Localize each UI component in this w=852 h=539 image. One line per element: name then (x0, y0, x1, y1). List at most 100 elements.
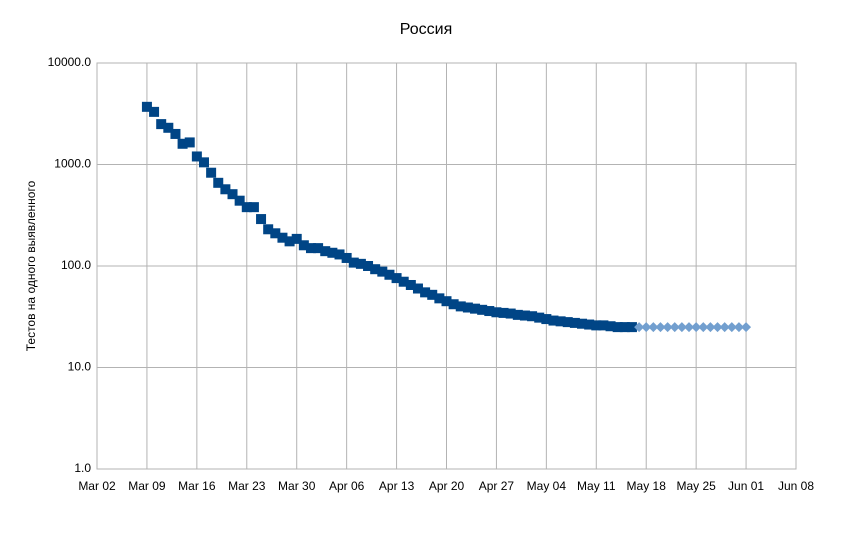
square-marker (527, 311, 538, 322)
square-marker (555, 316, 566, 327)
plot-frame (96, 62, 797, 470)
y-tick-label: 100.0 (61, 258, 91, 272)
y-tick-label: 1000.0 (54, 157, 91, 171)
square-marker (384, 269, 395, 280)
square-marker (327, 247, 338, 258)
square-marker (377, 266, 388, 277)
diamond-marker (705, 322, 716, 333)
square-marker (213, 177, 224, 188)
square-marker (227, 189, 238, 200)
x-tick-label: Mar 02 (78, 479, 116, 493)
square-marker (605, 321, 616, 332)
diamond-marker (634, 322, 645, 333)
square-marker (234, 195, 245, 206)
square-marker (341, 252, 352, 263)
square-marker (612, 322, 623, 333)
diamond-marker (719, 322, 730, 333)
square-marker (534, 312, 545, 323)
square-marker (220, 184, 231, 195)
square-marker (434, 293, 445, 304)
diamond-marker (676, 322, 687, 333)
diamond-marker (669, 322, 680, 333)
square-marker (405, 279, 416, 290)
square-marker (298, 240, 309, 251)
square-marker (241, 202, 252, 213)
square-marker (206, 167, 217, 178)
square-marker (334, 249, 345, 260)
square-marker (548, 315, 559, 326)
square-marker (177, 138, 188, 149)
diamond-marker (698, 322, 709, 333)
square-marker (141, 101, 152, 112)
diamond-marker (684, 322, 695, 333)
square-marker (448, 299, 459, 310)
x-tick-label: Apr 20 (429, 479, 465, 493)
square-marker (256, 214, 267, 225)
square-marker (619, 322, 630, 333)
square-marker (420, 287, 431, 298)
square-marker (156, 119, 167, 130)
square-marker (184, 137, 195, 148)
square-marker (519, 310, 530, 321)
square-marker (412, 283, 423, 294)
diamond-marker (733, 322, 744, 333)
square-marker (569, 317, 580, 328)
square-marker (498, 307, 509, 318)
x-tick-label: Jun 08 (778, 479, 814, 493)
square-marker (391, 273, 402, 284)
square-marker (626, 322, 637, 333)
square-marker (512, 309, 523, 320)
square-marker (598, 320, 609, 331)
square-marker (284, 236, 295, 247)
diamond-marker (726, 322, 737, 333)
square-marker (355, 258, 366, 269)
x-tick-label: Jun 01 (728, 479, 764, 493)
square-marker (584, 319, 595, 330)
square-marker (398, 276, 409, 287)
square-marker (577, 318, 588, 329)
square-marker (191, 151, 202, 162)
square-marker (455, 301, 466, 312)
square-marker (270, 228, 281, 239)
square-marker (149, 106, 160, 117)
square-marker (370, 264, 381, 275)
square-marker (198, 157, 209, 168)
x-tick-label: May 25 (676, 479, 716, 493)
y-tick-label: 1.0 (74, 461, 91, 475)
square-marker (441, 296, 452, 307)
diamond-marker (662, 322, 673, 333)
chart-title: Россия (400, 21, 452, 38)
square-marker (427, 289, 438, 300)
x-tick-label: Mar 30 (278, 479, 316, 493)
square-marker (363, 261, 374, 271)
square-marker (541, 314, 552, 325)
square-marker (591, 320, 602, 331)
square-marker (263, 224, 274, 235)
square-marker (505, 308, 516, 319)
x-tick-label: Apr 06 (329, 479, 365, 493)
x-tick-label: May 04 (527, 479, 567, 493)
y-axis-label: Тестов на одного выявленного (24, 180, 38, 351)
square-marker (562, 317, 573, 328)
square-marker (484, 306, 495, 317)
square-marker (313, 243, 324, 254)
square-marker (163, 122, 174, 133)
square-marker (320, 246, 331, 257)
x-tick-label: Mar 16 (178, 479, 216, 493)
diamond-marker (712, 322, 723, 333)
y-tick-label: 10000.0 (48, 55, 92, 69)
square-marker (462, 302, 473, 313)
x-tick-label: Mar 09 (128, 479, 166, 493)
y-tick-label: 10.0 (68, 360, 92, 374)
square-marker (348, 257, 359, 268)
square-marker (170, 128, 181, 139)
square-marker (491, 307, 502, 318)
square-marker (277, 232, 288, 243)
diamond-marker (691, 322, 702, 333)
x-tick-label: Mar 23 (228, 479, 266, 493)
square-marker (477, 304, 488, 315)
x-tick-label: May 18 (627, 479, 667, 493)
x-tick-label: May 11 (577, 479, 616, 493)
square-marker (305, 243, 316, 254)
